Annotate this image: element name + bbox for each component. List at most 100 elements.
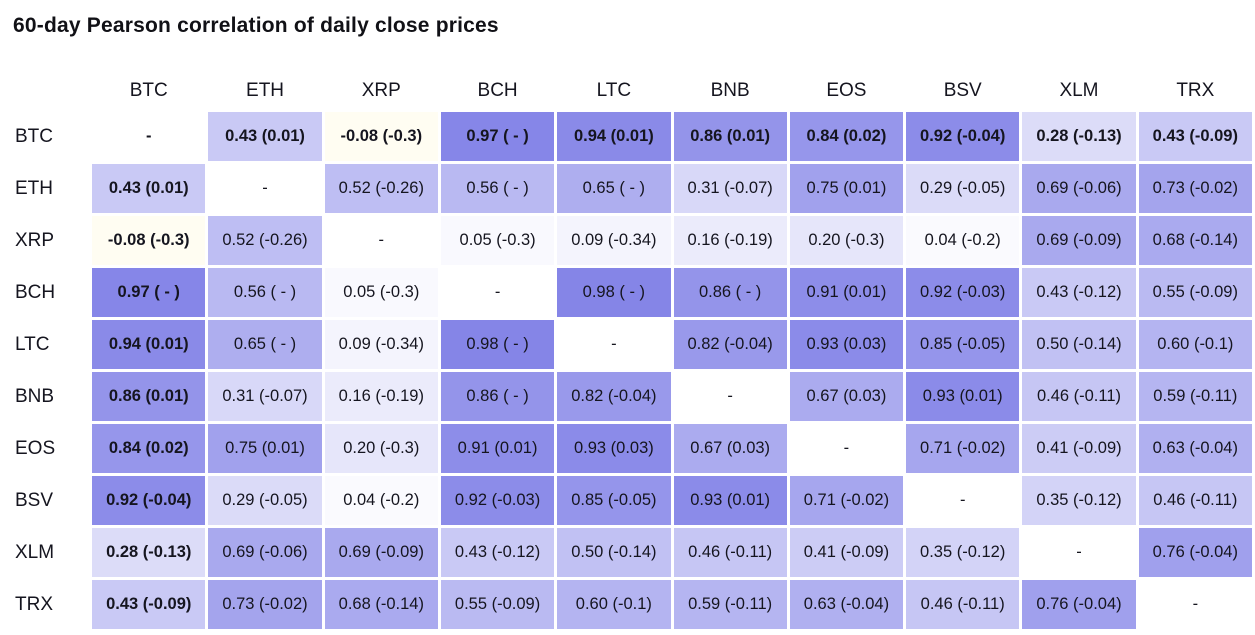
- cell-trx-eos: 0.63 (-0.04): [789, 580, 904, 629]
- page-title: 60-day Pearson correlation of daily clos…: [13, 14, 499, 37]
- cell-ltc-btc: 0.94 (0.01): [92, 320, 206, 369]
- matrix-row-ltc: LTC 0.94 (0.01) 0.65 ( - ) 0.09 (-0.34) 0.98…: [12, 320, 1252, 369]
- cell-btc-xrp: -0.08 (-0.3): [324, 112, 438, 161]
- cell-eos-trx: 0.63 (-0.04): [1138, 424, 1252, 473]
- cell-eos-bsv: 0.71 (-0.02): [906, 424, 1020, 473]
- col-header-xlm: XLM: [1059, 80, 1099, 101]
- cell-bch-ltc: 0.98 ( - ): [557, 268, 671, 317]
- cell-trx-xrp: 0.68 (-0.14): [324, 580, 438, 629]
- cell-xlm-btc: 0.28 (-0.13): [92, 528, 206, 577]
- cell-eth-ltc: 0.65 ( - ): [557, 164, 671, 213]
- cell-bnb-eos: 0.67 (0.03): [789, 372, 904, 421]
- cell-bsv-xlm: 0.35 (-0.12): [1022, 476, 1136, 525]
- row-label-bnb: BNB: [15, 385, 55, 407]
- cell-eos-xlm: 0.41 (-0.09): [1022, 424, 1136, 473]
- corner-cell: [12, 73, 89, 109]
- cell-eos-xrp: 0.20 (-0.3): [324, 424, 438, 473]
- col-header-xrp: XRP: [361, 80, 401, 101]
- cell-eos-eth: 0.75 (0.01): [208, 424, 322, 473]
- cell-trx-bnb: 0.59 (-0.11): [673, 580, 787, 629]
- cell-eos-btc: 0.84 (0.02): [92, 424, 206, 473]
- matrix-row-bch: BCH 0.97 ( - ) 0.56 ( - ) 0.05 (-0.3) -0.98 …: [12, 268, 1252, 317]
- cell-xrp-ltc: 0.09 (-0.34): [557, 216, 671, 265]
- cell-eth-bnb: 0.31 (-0.07): [673, 164, 787, 213]
- cell-xrp-trx: 0.68 (-0.14): [1138, 216, 1252, 265]
- cell-trx-trx: -: [1138, 580, 1252, 629]
- page: 60-day Pearson correlation of daily clos…: [0, 14, 1255, 635]
- col-header-bch: BCH: [477, 80, 518, 101]
- cell-eos-ltc: 0.93 (0.03): [557, 424, 671, 473]
- cell-bch-bch: -: [440, 268, 555, 317]
- row-label-ltc: LTC: [15, 333, 50, 355]
- cell-bnb-bch: 0.86 ( - ): [440, 372, 555, 421]
- row-label-xlm: XLM: [15, 541, 55, 563]
- row-label-bsv: BSV: [15, 489, 54, 511]
- cell-ltc-bch: 0.98 ( - ): [440, 320, 555, 369]
- cell-eth-bsv: 0.29 (-0.05): [906, 164, 1020, 213]
- row-label-bch: BCH: [15, 281, 56, 303]
- cell-btc-bsv: 0.92 (-0.04): [906, 112, 1020, 161]
- cell-bnb-eth: 0.31 (-0.07): [208, 372, 322, 421]
- cell-ltc-eth: 0.65 ( - ): [208, 320, 322, 369]
- matrix-body: BTC -0.43 (0.01) -0.08 (-0.3) 0.97 ( - ) 0.9…: [12, 112, 1252, 629]
- cell-eth-eos: 0.75 (0.01): [789, 164, 904, 213]
- cell-eth-eth: -: [208, 164, 322, 213]
- correlation-heatmap-table: BTC ETH XRP BCH LTC BNB EOS BSV XLM TRX BTC -0.43 …: [9, 70, 1255, 632]
- col-header-ltc: LTC: [596, 80, 632, 101]
- cell-ltc-bsv: 0.85 (-0.05): [906, 320, 1020, 369]
- cell-btc-bch: 0.97 ( - ): [440, 112, 555, 161]
- cell-bnb-btc: 0.86 (0.01): [92, 372, 206, 421]
- cell-ltc-trx: 0.60 (-0.1): [1138, 320, 1252, 369]
- matrix-row-xlm: XLM 0.28 (-0.13) 0.69 (-0.06) 0.69 (-0.09) 0…: [12, 528, 1252, 577]
- cell-xrp-bch: 0.05 (-0.3): [440, 216, 555, 265]
- cell-bsv-trx: 0.46 (-0.11): [1138, 476, 1252, 525]
- cell-bsv-eth: 0.29 (-0.05): [208, 476, 322, 525]
- cell-bsv-ltc: 0.85 (-0.05): [557, 476, 671, 525]
- cell-ltc-ltc: -: [557, 320, 671, 369]
- cell-bch-xrp: 0.05 (-0.3): [324, 268, 438, 317]
- row-label-btc: BTC: [15, 125, 53, 147]
- cell-eos-bch: 0.91 (0.01): [440, 424, 555, 473]
- cell-bsv-bsv: -: [906, 476, 1020, 525]
- cell-xrp-bnb: 0.16 (-0.19): [673, 216, 787, 265]
- cell-bnb-bsv: 0.93 (0.01): [906, 372, 1020, 421]
- cell-ltc-eos: 0.93 (0.03): [789, 320, 904, 369]
- cell-trx-btc: 0.43 (-0.09): [92, 580, 206, 629]
- cell-bch-eth: 0.56 ( - ): [208, 268, 322, 317]
- cell-bsv-bnb: 0.93 (0.01): [673, 476, 787, 525]
- cell-xrp-eos: 0.20 (-0.3): [789, 216, 904, 265]
- cell-xlm-xlm: -: [1022, 528, 1136, 577]
- cell-xrp-xlm: 0.69 (-0.09): [1022, 216, 1136, 265]
- cell-eth-btc: 0.43 (0.01): [92, 164, 206, 213]
- col-header-bnb: BNB: [710, 80, 750, 101]
- cell-eos-bnb: 0.67 (0.03): [673, 424, 787, 473]
- matrix-row-bnb: BNB 0.86 (0.01) 0.31 (-0.07) 0.16 (-0.19) 0.…: [12, 372, 1252, 421]
- cell-btc-ltc: 0.94 (0.01): [557, 112, 671, 161]
- cell-btc-btc: -: [92, 112, 206, 161]
- col-header-eth: ETH: [246, 80, 285, 101]
- cell-bnb-ltc: 0.82 (-0.04): [557, 372, 671, 421]
- cell-eth-xrp: 0.52 (-0.26): [324, 164, 438, 213]
- header-row: BTC ETH XRP BCH LTC BNB EOS BSV XLM TRX: [12, 73, 1252, 109]
- matrix-row-eth: ETH 0.43 (0.01) -0.52 (-0.26) 0.56 ( - ) 0.6…: [12, 164, 1252, 213]
- cell-xrp-btc: -0.08 (-0.3): [92, 216, 206, 265]
- cell-btc-eos: 0.84 (0.02): [789, 112, 904, 161]
- row-label-eos: EOS: [15, 437, 56, 459]
- cell-bsv-btc: 0.92 (-0.04): [92, 476, 206, 525]
- cell-bnb-trx: 0.59 (-0.11): [1138, 372, 1252, 421]
- cell-trx-eth: 0.73 (-0.02): [208, 580, 322, 629]
- cell-xlm-eos: 0.41 (-0.09): [789, 528, 904, 577]
- matrix-row-bsv: BSV 0.92 (-0.04) 0.29 (-0.05) 0.04 (-0.2) 0.…: [12, 476, 1252, 525]
- row-label-eth: ETH: [15, 177, 53, 199]
- cell-bch-bsv: 0.92 (-0.03): [906, 268, 1020, 317]
- col-header-trx: TRX: [1176, 80, 1215, 101]
- cell-bnb-xlm: 0.46 (-0.11): [1022, 372, 1136, 421]
- cell-btc-xlm: 0.28 (-0.13): [1022, 112, 1136, 161]
- cell-ltc-bnb: 0.82 (-0.04): [673, 320, 787, 369]
- cell-bch-eos: 0.91 (0.01): [789, 268, 904, 317]
- cell-xlm-bnb: 0.46 (-0.11): [673, 528, 787, 577]
- cell-bch-xlm: 0.43 (-0.12): [1022, 268, 1136, 317]
- cell-ltc-xrp: 0.09 (-0.34): [324, 320, 438, 369]
- col-header-bsv: BSV: [943, 80, 982, 101]
- matrix-row-eos: EOS 0.84 (0.02) 0.75 (0.01) 0.20 (-0.3) 0.91…: [12, 424, 1252, 473]
